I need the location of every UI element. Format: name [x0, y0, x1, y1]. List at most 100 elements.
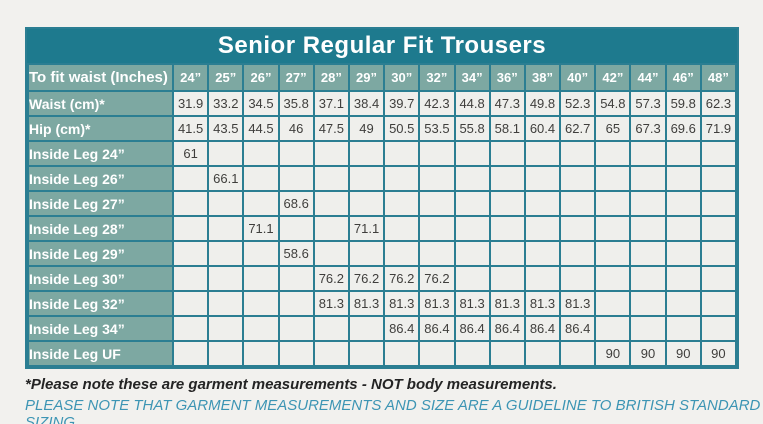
column-header: 38”: [523, 63, 562, 92]
size-cell: 90: [699, 340, 738, 367]
corner-label: To fit waist (Inches): [27, 63, 174, 92]
size-cell: [207, 215, 245, 242]
size-cell: [383, 215, 421, 242]
size-cell: [488, 140, 526, 167]
size-cell: 47.5: [312, 115, 350, 142]
size-cell: [453, 340, 491, 367]
row-label: Hip (cm)*: [27, 115, 174, 142]
size-cell: 54.8: [594, 90, 632, 117]
size-cell: [171, 265, 210, 292]
size-cell: [629, 315, 667, 342]
size-cell: 37.1: [312, 90, 350, 117]
size-cell: 71.1: [242, 215, 280, 242]
size-cell: [347, 240, 386, 267]
size-cell: [418, 340, 456, 367]
size-cell: 52.3: [559, 90, 597, 117]
garment-measurement-note: *Please note these are garment measureme…: [25, 376, 557, 393]
size-cell: 49: [347, 115, 386, 142]
column-header: 24”: [171, 63, 210, 92]
size-cell: 43.5: [207, 115, 245, 142]
size-cell: 76.2: [347, 265, 386, 292]
size-cell: [418, 140, 456, 167]
size-cell: 86.4: [418, 315, 456, 342]
size-cell: [383, 165, 421, 192]
size-cell: [242, 240, 280, 267]
size-cell: 81.3: [347, 290, 386, 317]
table-row: Inside Leg 32” 81.3 81.3 81.3 81.3 81.3 81.3 81…: [27, 290, 738, 317]
size-cell: [347, 190, 386, 217]
size-cell: [664, 140, 702, 167]
size-cell: [559, 190, 597, 217]
size-cell: [453, 265, 491, 292]
size-cell: 76.2: [383, 265, 421, 292]
table-row: Inside Leg UF 90 90 90 90: [27, 340, 738, 367]
size-cell: [383, 190, 421, 217]
size-cell: 34.5: [242, 90, 280, 117]
size-cell: [383, 340, 421, 367]
size-cell: [171, 240, 210, 267]
column-header: 42”: [594, 63, 632, 92]
size-cell: [453, 190, 491, 217]
row-label: Inside Leg 28”: [27, 215, 174, 242]
size-cell: [559, 240, 597, 267]
size-cell: [207, 340, 245, 367]
size-chart-panel: Senior Regular Fit Trousers To fit waist…: [25, 27, 739, 369]
size-cell: [312, 215, 350, 242]
size-cell: [453, 140, 491, 167]
size-cell: 90: [629, 340, 667, 367]
size-cell: [594, 315, 632, 342]
size-cell: [629, 290, 667, 317]
size-cell: [664, 265, 702, 292]
size-cell: [594, 240, 632, 267]
size-cell: [488, 165, 526, 192]
table-row: Inside Leg 26” 66.1: [27, 165, 738, 192]
size-cell: [629, 140, 667, 167]
size-cell: 81.3: [559, 290, 597, 317]
size-cell: [242, 140, 280, 167]
size-cell: 57.3: [629, 90, 667, 117]
size-cell: [418, 240, 456, 267]
size-cell: [418, 190, 456, 217]
size-cell: [207, 190, 245, 217]
size-cell: [383, 140, 421, 167]
size-cell: [312, 315, 350, 342]
size-cell: [594, 165, 632, 192]
size-cell: [594, 265, 632, 292]
size-cell: [242, 165, 280, 192]
size-cell: 65: [594, 115, 632, 142]
size-cell: 53.5: [418, 115, 456, 142]
size-cell: [699, 240, 738, 267]
size-cell: 67.3: [629, 115, 667, 142]
size-cell: [488, 190, 526, 217]
size-cell: [523, 190, 562, 217]
size-cell: [664, 215, 702, 242]
size-cell: [312, 190, 350, 217]
size-cell: [171, 165, 210, 192]
column-header: 27”: [277, 63, 315, 92]
table-row: Inside Leg 24” 61: [27, 140, 738, 167]
table-row: Inside Leg 34” 86.4 86.4 86.4 86.4 86.4 86.4: [27, 315, 738, 342]
size-cell: [347, 340, 386, 367]
size-cell: [523, 340, 562, 367]
column-header: 25”: [207, 63, 245, 92]
size-cell: 35.8: [277, 90, 315, 117]
size-cell: 47.3: [488, 90, 526, 117]
table-row: Inside Leg 29” 58.6: [27, 240, 738, 267]
size-cell: 86.4: [488, 315, 526, 342]
size-cell: [594, 140, 632, 167]
size-cell: 59.8: [664, 90, 702, 117]
size-cell: [488, 215, 526, 242]
size-cell: [699, 215, 738, 242]
british-standard-sizing-note: PLEASE NOTE THAT GARMENT MEASUREMENTS AN…: [25, 397, 761, 424]
size-table: To fit waist (Inches) 24” 25” 26” 27” 28” 29” 3…: [27, 63, 738, 367]
size-cell: 86.4: [523, 315, 562, 342]
size-cell: [207, 140, 245, 167]
size-cell: [207, 265, 245, 292]
table-row: Waist (cm)* 31.9 33.2 34.5 35.8 37.1 38.4 39.7 4…: [27, 90, 738, 117]
size-cell: 81.3: [523, 290, 562, 317]
size-cell: 90: [664, 340, 702, 367]
size-cell: 60.4: [523, 115, 562, 142]
table-body: Waist (cm)* 31.9 33.2 34.5 35.8 37.1 38.4 39.7 4…: [27, 90, 738, 367]
size-cell: [629, 215, 667, 242]
size-cell: 31.9: [171, 90, 210, 117]
